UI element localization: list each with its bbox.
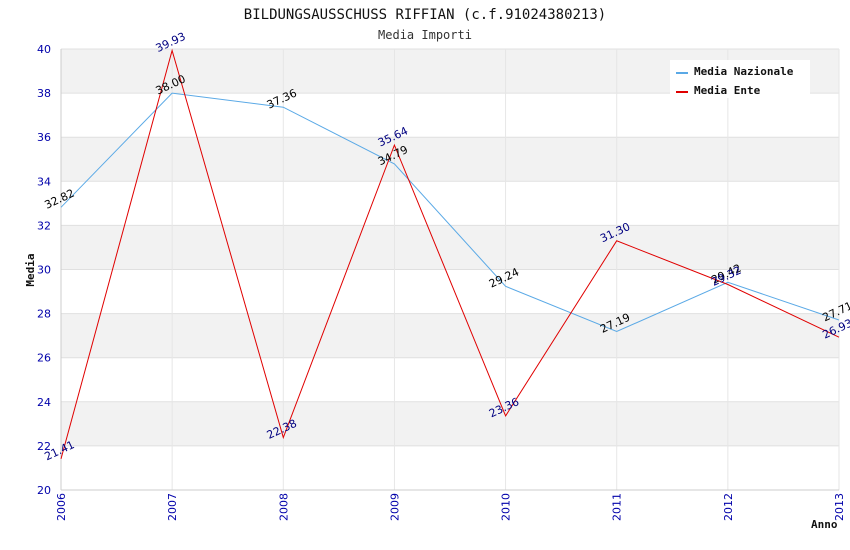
legend: Media Nazionale Media Ente xyxy=(670,60,810,98)
y-tick-label: 26 xyxy=(37,352,51,365)
x-tick-label: 2008 xyxy=(277,493,290,521)
y-tick-label: 36 xyxy=(37,131,51,144)
legend-box xyxy=(670,60,810,98)
x-tick-label: 2009 xyxy=(388,493,401,521)
y-tick-label: 30 xyxy=(37,264,51,277)
plot-band xyxy=(61,181,839,226)
series-line-media-nazionale xyxy=(60,92,840,333)
y-tick-label: 20 xyxy=(37,484,51,497)
plot-band xyxy=(61,401,839,446)
series-line-media-ente xyxy=(60,48,840,460)
chart-subtitle: Media Importi xyxy=(378,28,472,42)
x-tick-label: 2013 xyxy=(833,493,846,521)
y-tick-labels: 20 22 24 26 28 30 32 34 36 38 40 xyxy=(37,43,51,497)
series-lines xyxy=(60,48,840,460)
y-tick-label: 22 xyxy=(37,440,51,453)
plot-band xyxy=(61,357,839,402)
y-tick-label: 40 xyxy=(37,43,51,56)
plot-band xyxy=(61,137,839,182)
plot-band xyxy=(61,445,839,490)
x-tick-label: 2011 xyxy=(611,493,624,521)
x-tick-labels: 2006 2007 2008 2009 2010 2011 2012 2013 xyxy=(55,493,846,521)
y-tick-label: 24 xyxy=(37,396,51,409)
chart-title: BILDUNGSAUSSCHUSS RIFFIAN (c.f.910243802… xyxy=(244,7,606,23)
plot-band xyxy=(61,225,839,270)
y-tick-label: 28 xyxy=(37,308,51,321)
x-tick-label: 2010 xyxy=(500,493,513,521)
x-axis-label: Anno xyxy=(811,518,838,531)
legend-label-media-ente: Media Ente xyxy=(694,84,761,97)
legend-label-media-nazionale: Media Nazionale xyxy=(694,65,794,78)
plot-band xyxy=(61,93,839,138)
plot-band xyxy=(61,313,839,358)
y-axis-label: Media xyxy=(24,253,37,286)
x-tick-label: 2012 xyxy=(722,493,735,521)
y-tick-label: 38 xyxy=(37,87,51,100)
x-tick-label: 2007 xyxy=(166,493,179,521)
y-tick-label: 34 xyxy=(37,175,51,188)
x-tick-label: 2006 xyxy=(55,493,68,521)
y-tick-label: 32 xyxy=(37,219,51,232)
